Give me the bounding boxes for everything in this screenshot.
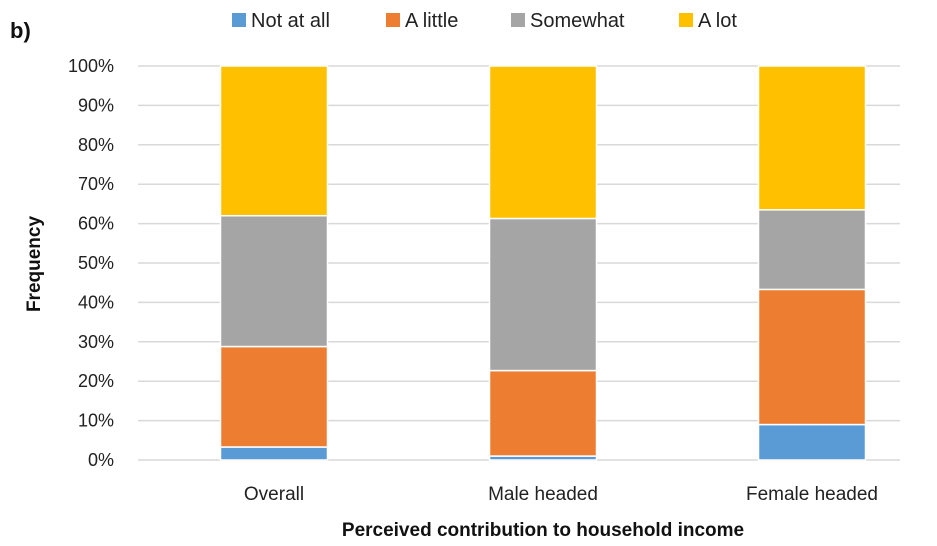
- y-tick-label: 0%: [88, 450, 114, 470]
- legend-swatch: [679, 13, 693, 27]
- y-axis-title: Frequency: [24, 216, 45, 313]
- bar-segment: [219, 214, 329, 348]
- y-tick-label: 20%: [78, 371, 114, 391]
- panel-label: b): [10, 18, 31, 43]
- y-tick-label: 80%: [78, 135, 114, 155]
- x-category-label: Overall: [244, 484, 304, 505]
- y-tick-label: 40%: [78, 292, 114, 312]
- y-axis-ticks: 0% 10% 20% 30% 40% 50% 60% 70% 80% 90% 100%: [68, 56, 114, 470]
- legend-swatch: [232, 13, 246, 27]
- x-axis-title: Perceived contribution to household inco…: [342, 520, 744, 541]
- legend-label: A little: [405, 10, 458, 32]
- x-category-label: Female headed: [746, 484, 878, 505]
- legend-label: Somewhat: [530, 10, 625, 32]
- bar-segment: [219, 345, 329, 448]
- y-tick-label: 50%: [78, 253, 114, 273]
- bar-segment: [757, 288, 867, 426]
- legend-swatch: [511, 13, 525, 27]
- bar-segment: [488, 65, 598, 220]
- legend-swatch: [386, 13, 400, 27]
- y-tick-label: 60%: [78, 214, 114, 234]
- legend-label: Not at all: [251, 10, 330, 32]
- bar-segment: [219, 65, 329, 217]
- y-tick-label: 70%: [78, 174, 114, 194]
- y-tick-label: 90%: [78, 95, 114, 115]
- y-tick-label: 30%: [78, 332, 114, 352]
- legend-label: A lot: [698, 10, 737, 32]
- x-category-label: Male headed: [488, 484, 598, 505]
- bar-segment: [757, 423, 867, 461]
- y-tick-label: 10%: [78, 411, 114, 431]
- bars: [219, 65, 867, 461]
- legend: Not at all A little Somewhat A lot: [232, 10, 737, 32]
- bar-segment: [488, 369, 598, 457]
- bar-segment: [757, 209, 867, 291]
- y-tick-label: 100%: [68, 56, 114, 76]
- bar-segment: [488, 217, 598, 372]
- bar-segment: [219, 446, 329, 461]
- x-axis-categories: Overall Male headed Female headed: [244, 484, 878, 505]
- bar-segment: [757, 65, 867, 211]
